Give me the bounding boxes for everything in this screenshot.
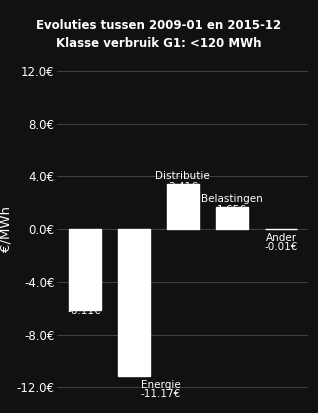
Text: All-in: All-in bbox=[71, 294, 98, 304]
Bar bbox=[69, 229, 100, 310]
Bar bbox=[216, 207, 248, 229]
Text: Ander: Ander bbox=[266, 233, 297, 243]
Text: Distributie: Distributie bbox=[156, 171, 210, 181]
Y-axis label: €/MWh: €/MWh bbox=[0, 206, 12, 252]
Text: 3.41€: 3.41€ bbox=[168, 182, 198, 192]
Bar bbox=[167, 184, 199, 229]
Text: -11.17€: -11.17€ bbox=[141, 389, 181, 399]
Text: -0.01€: -0.01€ bbox=[264, 242, 298, 252]
Text: Belastingen: Belastingen bbox=[201, 194, 263, 204]
Text: 1.65€: 1.65€ bbox=[217, 205, 247, 215]
Bar bbox=[118, 229, 150, 377]
Text: Energie: Energie bbox=[141, 380, 181, 390]
Text: -6.11€: -6.11€ bbox=[68, 306, 101, 316]
Text: Evoluties tussen 2009-01 en 2015-12
Klasse verbruik G1: <120 MWh: Evoluties tussen 2009-01 en 2015-12 Klas… bbox=[37, 19, 281, 50]
